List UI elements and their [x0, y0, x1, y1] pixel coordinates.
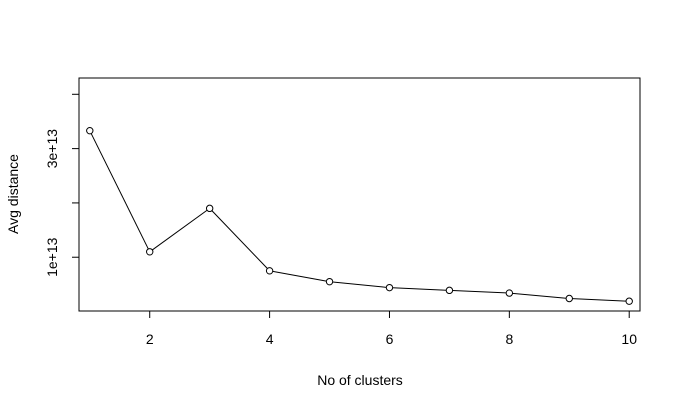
- data-point: [625, 297, 633, 305]
- series-line-segment: [152, 209, 208, 251]
- y-axis-label: Avg distance: [5, 154, 21, 234]
- y-tick-label: 3e+13: [44, 129, 60, 169]
- series-line-segment: [272, 270, 327, 282]
- data-point: [325, 277, 334, 286]
- data-point: [445, 286, 454, 295]
- data-point: [146, 248, 154, 256]
- data-point: [265, 267, 274, 275]
- x-tick-label: 4: [266, 331, 274, 347]
- y-tick-label: 1e+13: [44, 237, 60, 277]
- series-line-segment: [512, 292, 567, 299]
- data-point: [205, 204, 214, 213]
- data-point: [565, 294, 573, 303]
- data-point: [86, 126, 94, 135]
- plot-box: [78, 77, 641, 312]
- x-tick-label: 6: [386, 331, 394, 347]
- x-tick-label: 8: [505, 331, 513, 347]
- x-tick-label: 2: [146, 331, 154, 347]
- series-line-segment: [211, 210, 268, 269]
- series-line-segment: [572, 298, 627, 302]
- x-tick-label: 10: [621, 331, 637, 347]
- series-line-segment: [392, 287, 447, 291]
- series-line-segment: [452, 290, 507, 294]
- x-axis-label: No of clusters: [317, 372, 403, 388]
- data-point: [505, 289, 514, 297]
- series-line-segment: [90, 133, 149, 250]
- series-line-segment: [332, 281, 387, 288]
- data-point: [385, 283, 394, 292]
